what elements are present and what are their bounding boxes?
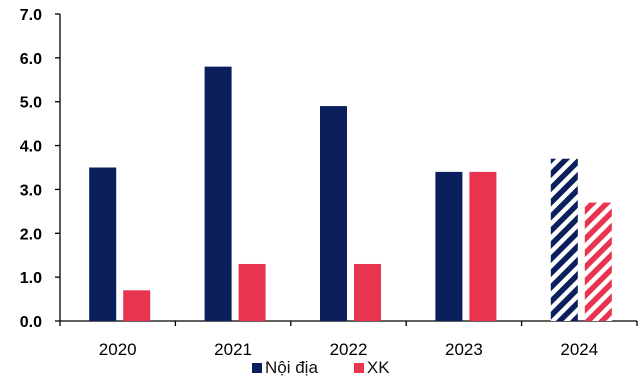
- legend-item-xk: XK: [353, 358, 390, 378]
- bar-xk-2024: [584, 202, 612, 321]
- x-tick-label: 2022: [330, 340, 368, 359]
- bar-noi-dia-2024: [550, 158, 578, 321]
- y-tick-label: 0.0: [20, 314, 42, 331]
- legend-label-xk: XK: [366, 358, 390, 377]
- y-tick-label: 5.0: [20, 95, 42, 112]
- bar-xk-2021: [238, 263, 266, 321]
- x-tick-label: 2024: [560, 340, 598, 359]
- legend-label-noi-dia: Nội địa: [265, 358, 318, 377]
- y-tick-label: 3.0: [20, 182, 42, 199]
- bar-noi-dia-2022: [320, 106, 347, 321]
- legend: Nội địa XK: [252, 357, 426, 379]
- legend-swatch-noi-dia: [252, 363, 262, 373]
- bar-xk-2020: [123, 290, 151, 321]
- y-tick-label: 4.0: [20, 139, 42, 156]
- legend-swatch-xk: [353, 363, 364, 373]
- x-tick-label: 2021: [214, 340, 252, 359]
- y-tick-label: 6.0: [20, 51, 42, 68]
- x-axis: 2020 2021 2022 2023 2024: [59, 320, 638, 359]
- y-tick-label: 1.0: [20, 270, 42, 287]
- x-tick-label: 2023: [445, 340, 483, 359]
- y-tick-label: 7.0: [20, 7, 42, 24]
- bar-noi-dia-2020: [89, 167, 117, 321]
- bars: [89, 66, 612, 321]
- bar-noi-dia-2021: [204, 66, 232, 321]
- y-tick-label: 2.0: [20, 226, 42, 243]
- bar-xk-2022: [354, 263, 381, 321]
- x-tick-label: 2020: [99, 340, 137, 359]
- bar-xk-2023: [469, 171, 497, 321]
- y-axis: 0.0 1.0 2.0 3.0 4.0 5.0 6.0 7.0: [20, 7, 61, 331]
- legend-item-noi-dia: Nội địa: [252, 358, 318, 378]
- bar-noi-dia-2023: [435, 171, 463, 321]
